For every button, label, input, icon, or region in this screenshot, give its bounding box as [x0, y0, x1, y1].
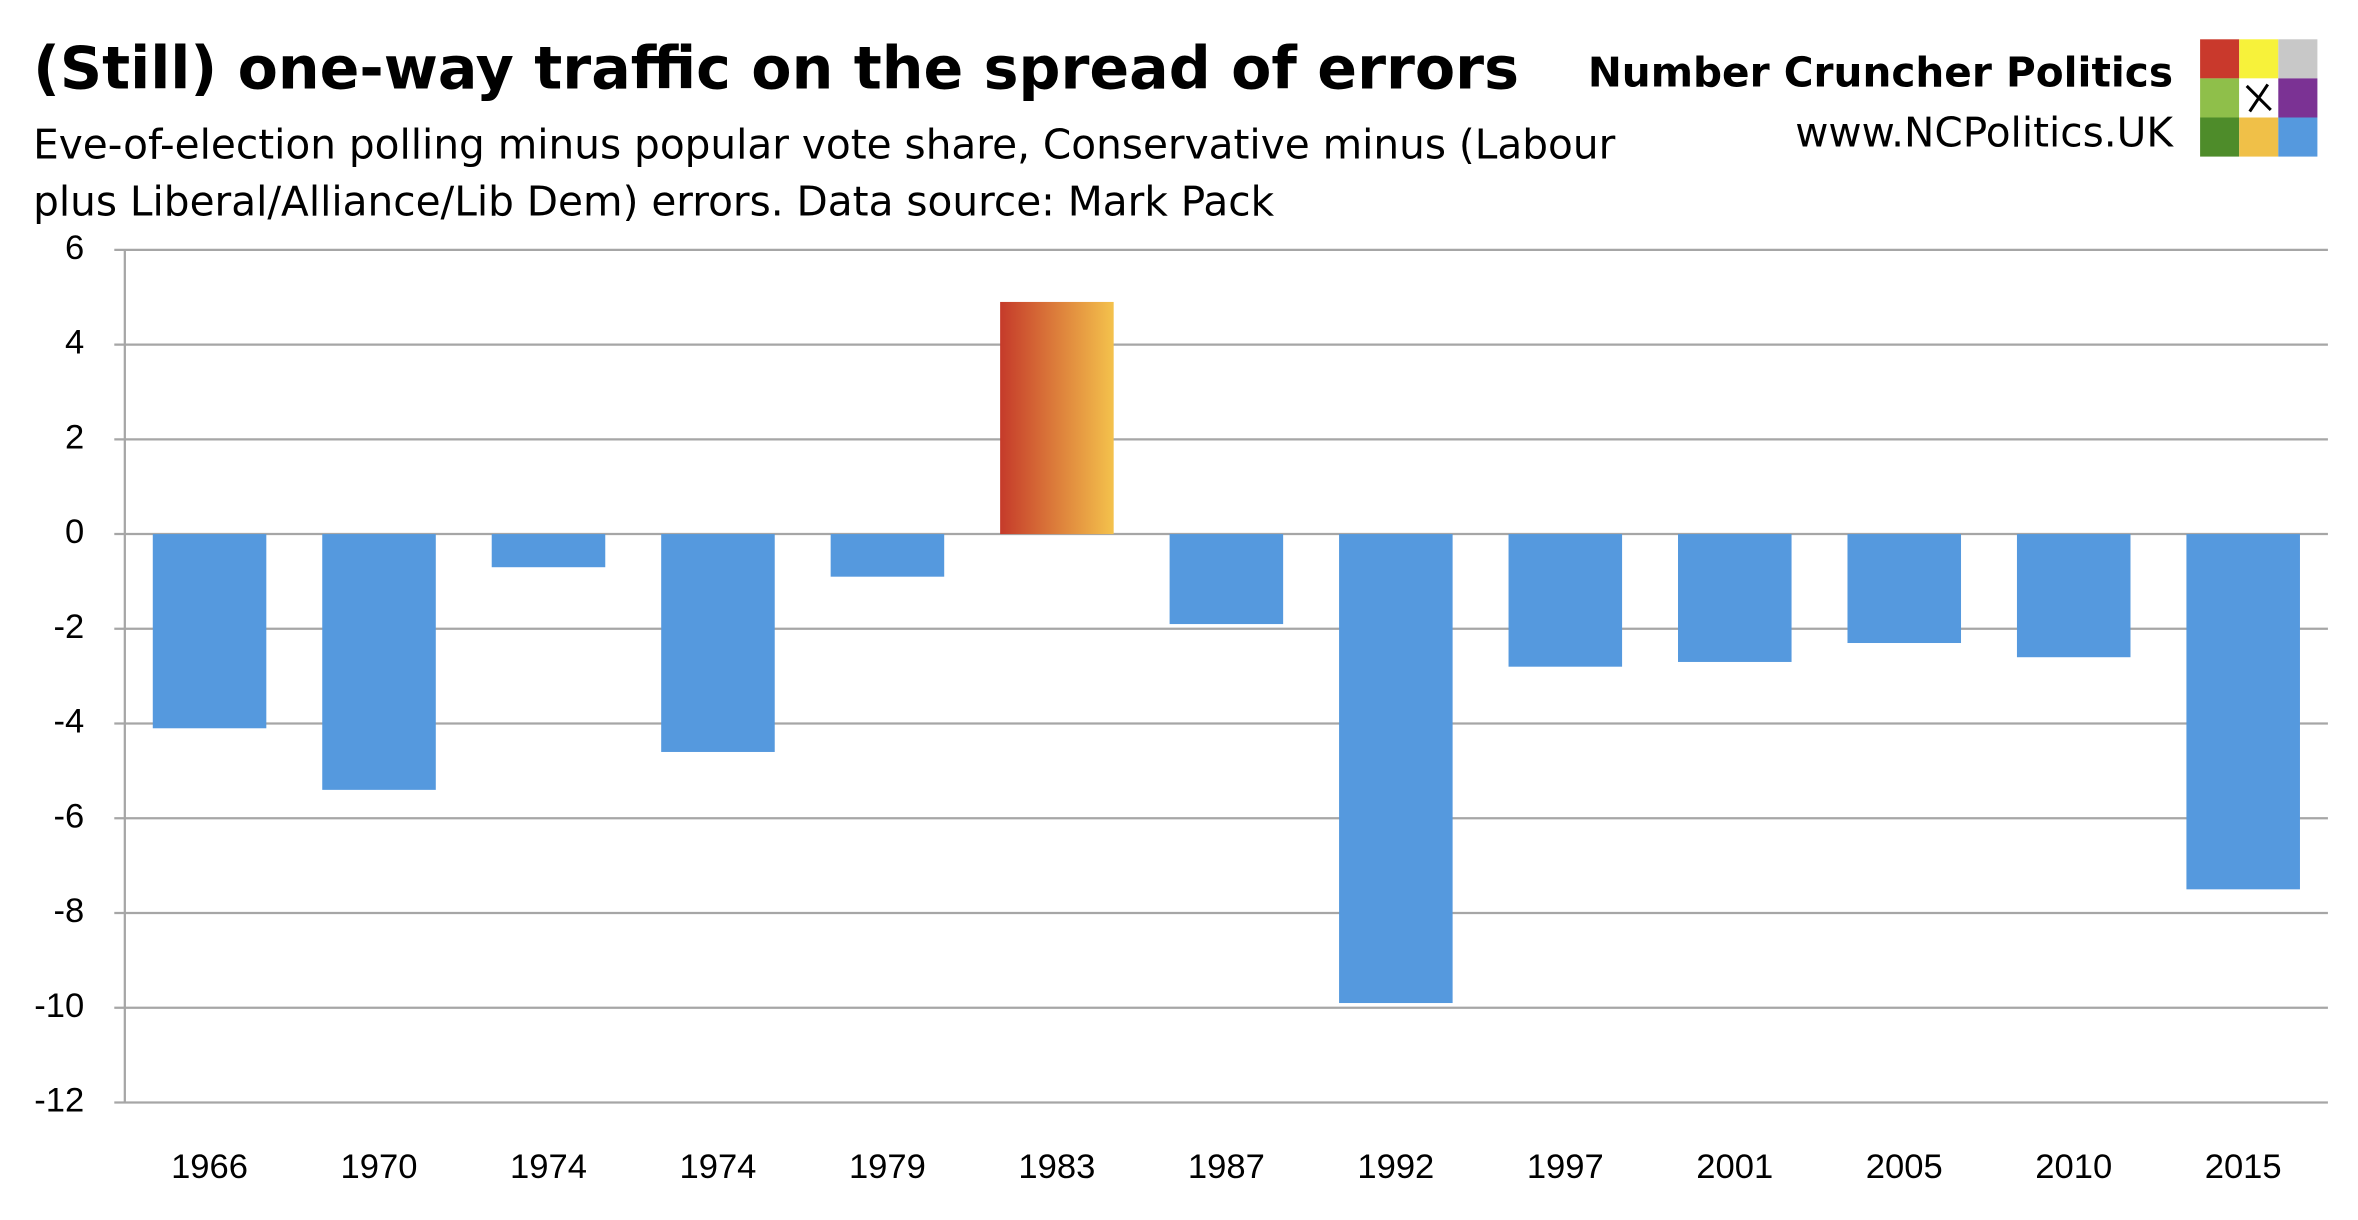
bar — [2186, 534, 2300, 890]
x-tick-label: 1979 — [849, 1148, 926, 1186]
logo — [2200, 39, 2318, 157]
bar — [2016, 534, 2131, 658]
y-tick-label: 2 — [65, 418, 84, 456]
y-tick-label: 6 — [65, 229, 84, 267]
x-tick-label: 2010 — [2035, 1148, 2112, 1186]
bar — [152, 534, 267, 729]
x-tick-label: 1974 — [510, 1148, 587, 1186]
y-tick-label: 0 — [65, 513, 84, 551]
bar — [1508, 534, 1623, 667]
x-tick-label: 1987 — [1188, 1148, 1265, 1186]
y-tick-label: -12 — [34, 1082, 84, 1120]
bar — [1169, 534, 1284, 625]
x-tick-label: 1983 — [1018, 1148, 1095, 1186]
brand-url: www.NCPolitics.UK — [1795, 109, 2174, 157]
y-tick-label: -8 — [53, 892, 84, 930]
chart-subtitle: plus Liberal/Alliance/Lib Dem) errors. D… — [33, 178, 1275, 226]
x-tick-label: 2005 — [1866, 1148, 1943, 1186]
y-tick-label: -4 — [53, 703, 84, 741]
bar — [661, 534, 775, 752]
bar — [1339, 534, 1453, 1004]
bar — [830, 534, 945, 577]
x-tick-label: 1997 — [1527, 1148, 1604, 1186]
y-tick-label: -2 — [53, 608, 84, 646]
bar — [1847, 534, 1962, 644]
y-tick-label: -6 — [53, 797, 84, 835]
x-tick-label: 2015 — [2205, 1148, 2282, 1186]
bar — [1678, 534, 1792, 662]
chart-title: (Still) one-way traffic on the spread of… — [33, 34, 1519, 102]
brand-name: Number Cruncher Politics — [1588, 48, 2173, 96]
x-tick-label: 2001 — [1696, 1148, 1773, 1186]
x-tick-label: 1970 — [341, 1148, 418, 1186]
x-tick-label: 1992 — [1357, 1148, 1434, 1186]
chart-subtitle: Eve-of-election polling minus popular vo… — [33, 121, 1616, 169]
x-tick-label: 1966 — [171, 1148, 248, 1186]
y-tick-label: -10 — [34, 987, 84, 1025]
bar — [1000, 301, 1114, 535]
bar — [322, 534, 436, 790]
x-tick-label: 1974 — [679, 1148, 756, 1186]
bar — [491, 534, 606, 568]
y-tick-label: 4 — [65, 324, 84, 362]
